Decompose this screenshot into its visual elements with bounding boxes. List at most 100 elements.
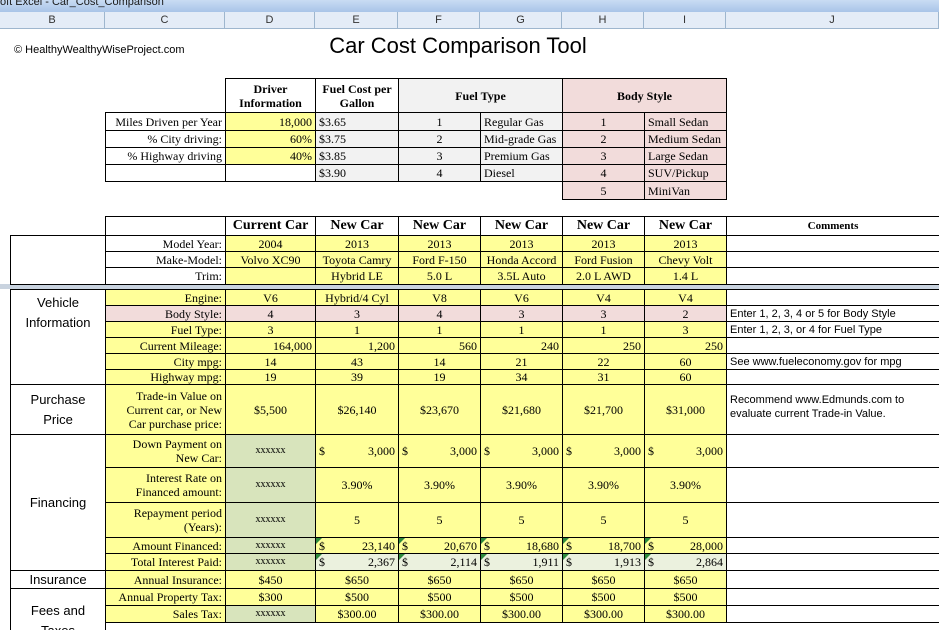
- value-cell: V8: [398, 289, 481, 306]
- value-cell-text: 5.0 L: [426, 269, 453, 283]
- value-cell-text: 60: [679, 370, 692, 384]
- value-cell: $500: [562, 588, 645, 606]
- car-header-text: New Car: [330, 218, 384, 233]
- value-cell: $20,670: [398, 537, 481, 554]
- fuel-type: Regular Gas: [480, 112, 563, 131]
- value-cell-text: 2013: [345, 236, 369, 251]
- body-code: 4: [562, 164, 645, 182]
- car-header: New Car: [398, 216, 481, 236]
- value-cell: V6: [225, 289, 316, 306]
- currency-symbol: $: [648, 555, 654, 569]
- currency-symbol: $: [566, 555, 572, 569]
- value-cell: $500: [398, 588, 481, 606]
- group-label-text: Purchase Price: [30, 391, 86, 427]
- amount: 2,367: [368, 555, 395, 569]
- input-label: [105, 164, 226, 182]
- value-cell: 2: [644, 305, 727, 322]
- row-label-text: Annual Insurance:: [133, 572, 222, 587]
- column-letter: G: [516, 14, 525, 26]
- group-label: Fees and Taxes: [10, 588, 106, 630]
- row-label: Body Style:: [105, 305, 226, 322]
- fuel-code: 2: [398, 130, 481, 148]
- fuel-code: 1: [398, 112, 481, 131]
- value-cell: 3.90%: [644, 467, 727, 503]
- car-header-text: New Car: [412, 218, 467, 233]
- comment-cell: Enter 1, 2, 3, 4 or 5 for Body Style: [726, 305, 939, 322]
- value-cell-text: Hybrid LE: [331, 269, 383, 283]
- value-cell: $26,140: [315, 384, 399, 435]
- value-cell-text: 2013: [427, 236, 452, 251]
- value-cell-text: V8: [432, 290, 447, 305]
- header-cell-text: Driver Information: [239, 81, 302, 110]
- value-cell: $500: [315, 588, 399, 606]
- value-cell-text: 3: [600, 306, 607, 321]
- group-label: Vehicle Information: [10, 289, 106, 385]
- body-code-text: 5: [600, 183, 607, 198]
- value-cell-text: Volvo XC90: [240, 252, 301, 267]
- value-cell: $3,000: [562, 434, 645, 468]
- fuel-type-text: Mid-grade Gas: [484, 132, 557, 146]
- car-header-text: New Car: [576, 218, 631, 233]
- fuel-type-text: Regular Gas: [484, 114, 544, 129]
- input-value: 40%: [225, 147, 316, 165]
- value-cell-text: xxxxxx: [255, 479, 286, 490]
- header-cell: Driver Information: [225, 78, 316, 113]
- currency-symbol: $: [566, 538, 572, 553]
- value-cell: Volvo XC90: [225, 251, 316, 268]
- value-cell-text: 5: [682, 513, 689, 527]
- value-cell: 14: [398, 353, 481, 370]
- column-header: J: [726, 12, 939, 28]
- amount: 3,000: [614, 444, 641, 458]
- body-style: Large Sedan: [644, 147, 727, 165]
- value-cell: xxxxxx: [225, 605, 316, 623]
- value-cell-text: Hybrid/4 Cyl: [325, 290, 389, 305]
- column-letter: C: [160, 14, 169, 26]
- row-label: Sales Tax:: [105, 605, 226, 623]
- value-cell-text: 39: [351, 370, 363, 384]
- input-label-text: Miles Driven per Year: [115, 114, 222, 129]
- value-cell: 3.5L Auto: [480, 267, 563, 285]
- body-style: Medium Sedan: [644, 130, 727, 148]
- value-cell-text: 19: [264, 370, 277, 384]
- currency-symbol: $: [648, 444, 654, 458]
- value-cell-text: 31: [597, 370, 610, 384]
- value-cell: 2013: [480, 235, 563, 252]
- value-cell: $300.00: [315, 605, 399, 623]
- row-label-text: Model Year:: [162, 236, 222, 251]
- value-cell: $300.00: [480, 605, 563, 623]
- value-cell-text: 1.4 L: [672, 269, 699, 283]
- value-cell: $31,000: [644, 384, 727, 435]
- comment-cell: [726, 537, 939, 554]
- row-label: Annual Property Tax:: [105, 588, 226, 606]
- value-cell-text: 21: [515, 354, 528, 369]
- column-header: B: [0, 12, 105, 28]
- currency-symbol: $: [319, 538, 325, 553]
- row-label: Amount Financed:: [105, 537, 226, 554]
- value-cell-text: 250: [623, 338, 641, 353]
- column-letter: J: [829, 14, 835, 26]
- body-style: SUV/Pickup: [644, 164, 727, 182]
- value-cell-text: 560: [459, 338, 477, 353]
- value-cell-text: $650: [509, 572, 534, 587]
- amount: 1,913: [614, 555, 641, 569]
- value-cell: $18,680: [480, 537, 563, 554]
- value-cell-text: $500: [427, 590, 452, 604]
- value-cell-text: 250: [705, 338, 723, 353]
- value-cell: $650: [644, 570, 727, 589]
- error-indicator: [399, 538, 405, 544]
- amount: 3,000: [532, 444, 559, 458]
- value-cell: 60: [644, 353, 727, 370]
- value-cell-text: 3.90%: [670, 478, 701, 492]
- value-cell: 19: [398, 369, 481, 385]
- value-cell: 164,000: [225, 337, 316, 354]
- currency-symbol: $: [566, 444, 572, 458]
- error-indicator: [481, 538, 487, 544]
- sheet-title: Car Cost Comparison Tool: [329, 33, 587, 58]
- value-cell: 5: [315, 502, 399, 538]
- value-cell: $3,000: [644, 434, 727, 468]
- amount: 28,000: [690, 538, 723, 553]
- value-cell: $500: [480, 588, 563, 606]
- value-cell-text: xxxxxx: [255, 608, 286, 619]
- amount: 18,680: [526, 538, 559, 553]
